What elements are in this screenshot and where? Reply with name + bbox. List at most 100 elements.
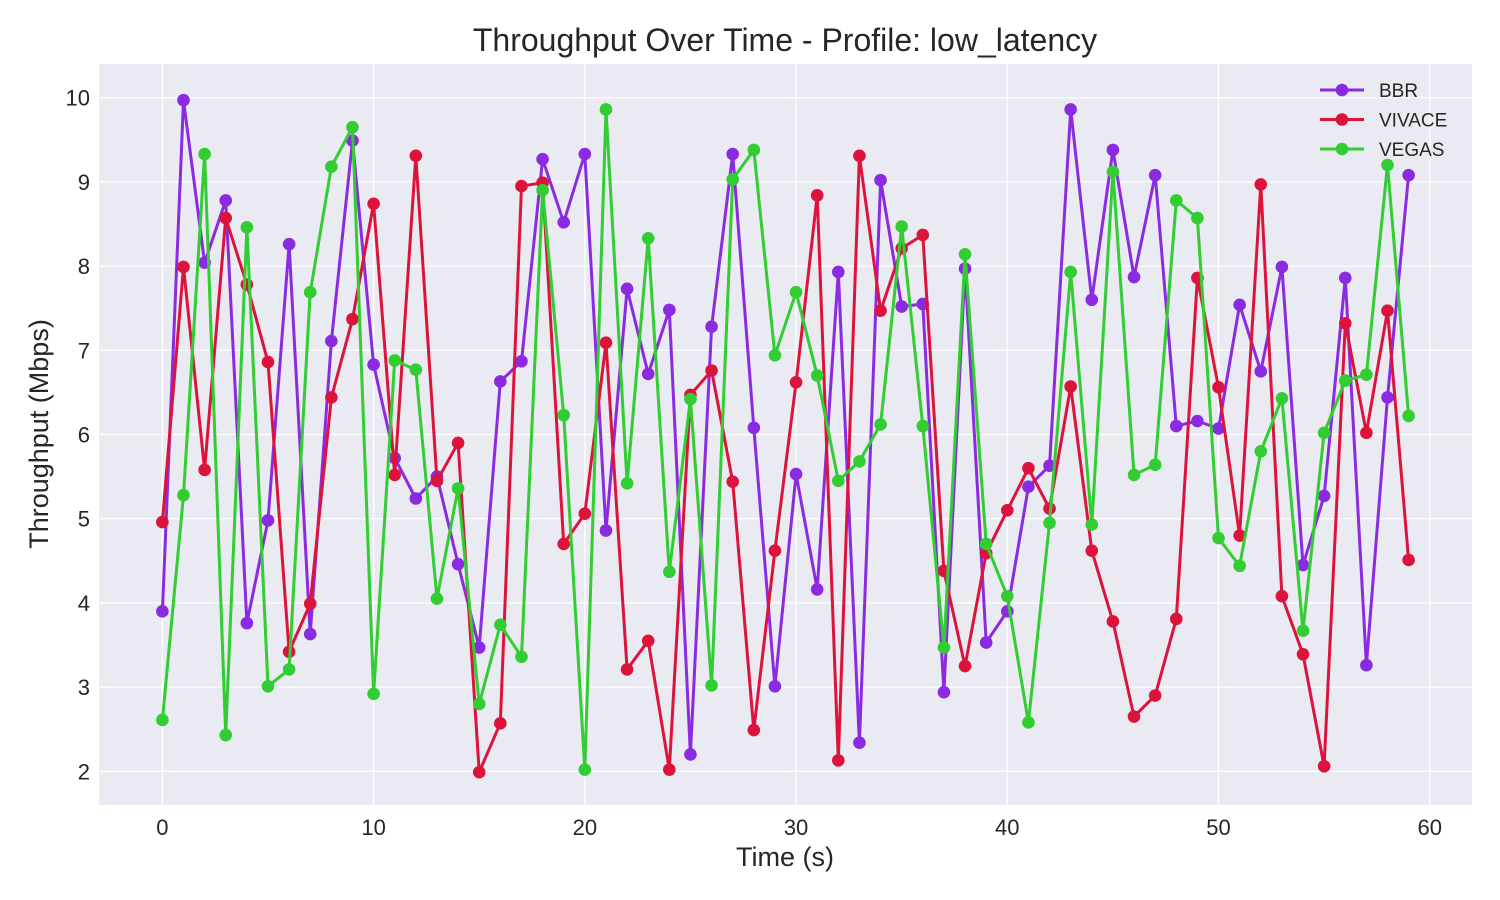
data-point-vegas [620,477,634,490]
data-point-bbr [747,421,761,435]
data-point-vivace [810,189,824,202]
data-point-vegas [832,474,845,488]
data-point-bbr [895,300,908,313]
data-point-vivace [747,723,761,737]
data-point-vegas [684,392,697,406]
data-point-vegas [156,713,169,727]
legend-marker-vegas [1335,142,1349,156]
x-tick-label: 30 [784,815,808,840]
data-point-vegas [303,285,317,299]
data-point-vivace [240,278,254,291]
data-point-bbr [620,282,634,296]
data-point-vegas [557,408,571,422]
data-point-bbr [303,627,317,641]
legend-label-vivace: VIVACE [1379,111,1447,132]
data-point-bbr [1317,489,1331,503]
data-point-vegas [1106,165,1120,179]
x-tick-label: 60 [1418,815,1442,840]
data-point-vegas [388,354,402,367]
data-point-vegas [1022,716,1035,729]
data-point-vivace [853,149,866,163]
data-point-vegas [1254,445,1268,458]
data-point-vegas [1191,211,1204,225]
data-point-vegas [1296,624,1310,637]
data-point-vivace [705,364,718,377]
data-point-bbr [536,152,549,166]
data-point-vegas [979,537,993,551]
data-point-bbr [1275,260,1289,274]
data-point-bbr [1191,414,1204,428]
x-tick-label: 20 [573,815,597,840]
data-point-vivace [219,211,233,225]
data-point-vegas [515,650,528,664]
data-point-vivace [325,391,338,404]
data-point-bbr [726,147,739,161]
data-point-vegas [641,232,655,245]
data-point-vegas [1085,518,1099,531]
data-point-bbr [1212,422,1225,435]
data-point-bbr [451,557,465,571]
legend-label-vegas: VEGAS [1379,140,1444,161]
data-point-bbr [810,583,824,596]
data-point-vivace [1338,317,1352,330]
data-point-bbr [1360,658,1373,672]
data-point-vegas [1275,391,1289,405]
data-point-vivace [726,475,739,488]
series-vivace [156,149,1415,779]
data-point-vegas [1212,531,1225,545]
data-point-vivace [958,659,972,673]
data-point-bbr [1402,168,1415,182]
data-point-bbr [768,679,782,693]
data-point-vivace [832,754,845,767]
data-point-bbr [1233,298,1246,312]
data-point-vivace [472,765,486,779]
data-point-vivace [916,228,930,242]
data-point-vivace [1106,615,1120,628]
gridlines [99,64,1472,805]
data-point-bbr [1127,270,1141,284]
data-point-bbr [515,354,528,368]
data-point-bbr [261,514,275,527]
data-point-bbr [367,358,380,371]
data-point-bbr [557,216,571,229]
data-point-vivace [515,179,528,193]
data-point-vivace [1296,647,1310,661]
data-point-vivace [578,507,592,520]
data-point-vivace [494,717,507,730]
data-point-vivace [261,355,275,369]
chart-title: Throughput Over Time - Profile: low_late… [473,22,1097,58]
data-point-vegas [219,728,233,742]
data-point-bbr [789,467,803,481]
tick-labels: 0 10 20 30 40 50 60 2 3 4 5 6 7 8 9 10 [66,86,1442,840]
y-axis-label: Throughput (Mbps) [24,319,54,549]
data-point-bbr [1085,293,1099,307]
data-point-vegas [1127,468,1141,482]
data-point-bbr [240,616,254,630]
data-point-bbr [663,303,676,317]
data-point-vegas [663,565,676,579]
data-point-vivace [789,375,803,389]
data-point-vivace [1381,304,1394,318]
data-point-vegas [705,679,718,692]
data-point-bbr [832,265,845,279]
data-point-vegas [1148,458,1162,472]
data-point-vivace [1254,178,1268,191]
data-point-vegas [1317,426,1331,440]
data-point-vegas [599,103,613,116]
data-point-vivace [768,544,782,558]
data-point-vivace [557,537,571,551]
data-point-vegas [1360,368,1373,382]
series-lines [156,93,1415,779]
x-tick-label: 50 [1206,815,1230,840]
data-point-vegas [1381,158,1394,172]
data-point-vegas [874,418,887,431]
data-point-bbr [874,173,887,187]
data-point-vegas [346,120,359,134]
x-tick-label: 0 [156,815,168,840]
data-point-vivace [620,663,634,676]
data-point-vegas [430,592,444,605]
data-point-bbr [325,334,338,348]
data-point-bbr [1296,558,1310,572]
y-tick-label: 2 [78,759,90,784]
